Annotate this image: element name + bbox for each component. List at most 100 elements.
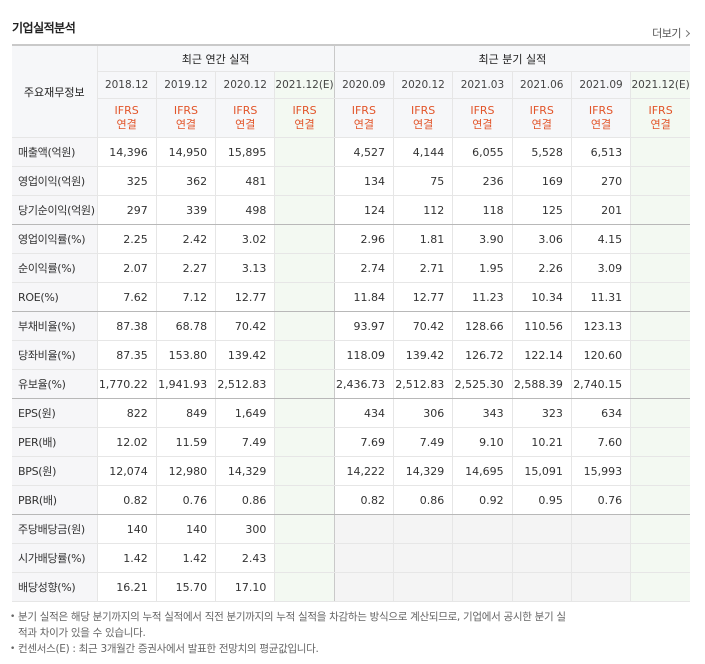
period-header: 2020.12 [392,71,453,99]
row-label: 순이익률(%) [12,253,97,283]
value-cell: 11.23 [452,282,513,312]
value-cell: 3.06 [511,224,572,254]
data-row: 주당배당금(원) 140 140 300 [12,514,690,544]
value-cell [452,572,513,602]
value-cell [274,398,335,428]
data-row: 유보율(%) 1,770.22 1,941.93 2,512.83 2,436.73 2,… [12,369,690,399]
value-cell: 1.42 [155,543,216,573]
value-cell: 343 [452,398,513,428]
basis-header: IFRS 연결 [215,98,275,138]
row-label: 영업이익(억원) [12,166,97,196]
value-cell: 2.43 [215,543,275,573]
period-header: 2021.12(E) [274,71,335,99]
value-cell: 0.92 [452,485,513,515]
value-cell: 2,525.30 [452,369,513,399]
value-cell: 70.42 [392,311,453,341]
header-row: 주요재무정보 최근 연간 실적 최근 분기 실적 [12,45,690,138]
financial-table: 주요재무정보 최근 연간 실적 최근 분기 실적 2018.12 2019.12 2020… [12,44,690,602]
accounting-standard: IFRS [233,104,258,117]
value-cell: 1.42 [96,543,157,573]
basis-header: IFRS 연결 [155,98,216,138]
period-header: 2020.12 [215,71,275,99]
value-cell: 7.49 [215,427,275,457]
value-cell: 325 [96,166,157,196]
data-row: 당좌비율(%) 87.35 153.80 139.42 118.09 139.42 126.… [12,340,690,370]
data-row: PBR(배) 0.82 0.76 0.86 0.82 0.86 0.92 0.95 0.76 [12,485,690,515]
value-cell: 2.71 [392,253,453,283]
value-cell: 323 [511,398,572,428]
value-cell: 2,436.73 [333,369,394,399]
value-cell: 15,895 [215,137,275,167]
data-row: 배당성향(%) 16.21 15.70 17.10 [12,572,690,602]
basis-header: IFRS 연결 [511,98,572,138]
value-cell [274,311,335,341]
accounting-standard: IFRS [351,104,376,117]
period-header: 2021.12(E) [630,71,690,99]
value-cell: 4,527 [333,137,394,167]
value-cell: 362 [155,166,216,196]
row-label: 영업이익률(%) [12,224,97,254]
value-cell [630,543,690,573]
value-cell [630,572,690,602]
value-cell: 7.49 [392,427,453,457]
value-cell: 306 [392,398,453,428]
value-cell: 14,329 [215,456,275,486]
value-cell: 5,528 [511,137,572,167]
accounting-standard: IFRS [292,104,317,117]
basis-header: IFRS 연결 [274,98,335,138]
value-cell [274,572,335,602]
value-cell: 128.66 [452,311,513,341]
consolidation-scope: 연결 [472,118,493,131]
value-cell: 4.15 [570,224,631,254]
row-label: ROE(%) [12,282,97,312]
value-cell: 10.34 [511,282,572,312]
value-cell [630,166,690,196]
row-label: PBR(배) [12,485,97,515]
value-cell: 2.42 [155,224,216,254]
value-cell: 634 [570,398,631,428]
value-cell: 1,649 [215,398,275,428]
value-cell [274,224,335,254]
value-cell: 10.21 [511,427,572,457]
header-row: IFRS 연결 IFRS 연결 IFRS 연결 IFRS 연결 IFRS 연결 IFRS 연결 IFRS… [12,98,690,138]
consolidation-scope: 연결 [294,118,315,131]
value-cell: 68.78 [155,311,216,341]
consolidation-scope: 연결 [116,118,137,131]
data-row: 매출액(억원) 14,396 14,950 15,895 4,527 4,144 6,055… [12,137,690,167]
value-cell: 4,144 [392,137,453,167]
value-cell: 15,091 [511,456,572,486]
value-cell: 11.59 [155,427,216,457]
value-cell: 0.82 [96,485,157,515]
more-link[interactable]: 더보기 [652,25,689,41]
group-header: 최근 분기 실적 [333,45,690,72]
value-cell [630,195,690,225]
value-cell: 0.76 [570,485,631,515]
consolidation-scope: 연결 [590,118,612,131]
value-cell [274,456,335,486]
section-title: 기업실적분석 [12,21,76,35]
value-cell: 3.09 [570,253,631,283]
value-cell: 481 [215,166,275,196]
value-cell: 120.60 [570,340,631,370]
value-cell [274,427,335,457]
value-cell: 87.38 [96,311,157,341]
value-cell [274,137,335,167]
value-cell: 14,950 [155,137,216,167]
value-cell: 11.84 [333,282,394,312]
value-cell: 139.42 [392,340,453,370]
value-cell: 1.95 [452,253,513,283]
value-cell: 2,588.39 [511,369,572,399]
value-cell [333,543,394,573]
value-cell: 7.12 [155,282,216,312]
row-label: 부채비율(%) [12,311,97,341]
row-label: BPS(원) [12,456,97,486]
value-cell [630,398,690,428]
row-label: 주당배당금(원) [12,514,97,544]
value-cell [630,514,690,544]
value-cell: 122.14 [511,340,572,370]
value-cell: 124 [333,195,394,225]
value-cell: 822 [96,398,157,428]
value-cell: 134 [333,166,394,196]
value-cell: 1,941.93 [155,369,216,399]
value-cell: 0.86 [215,485,275,515]
